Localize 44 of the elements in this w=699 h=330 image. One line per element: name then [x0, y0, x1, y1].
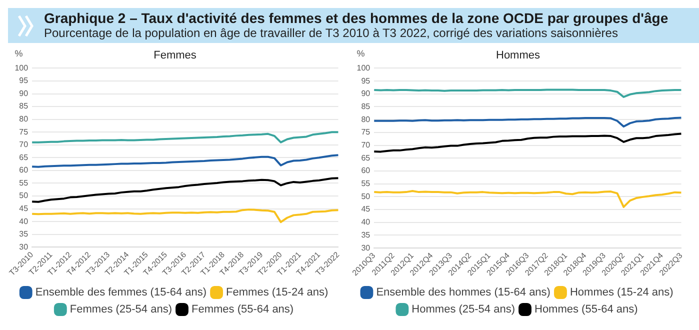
y-tick-label: 35 [19, 230, 29, 239]
y-tick-label: 55 [19, 178, 29, 188]
y-tick-label: 75 [361, 128, 371, 137]
y-tick-label: 95 [19, 76, 29, 86]
y-tick-label: 90 [361, 89, 371, 98]
y-tick-label: 70 [361, 140, 371, 150]
y-tick-label: 85 [361, 102, 371, 111]
y-tick-label: 90 [19, 88, 29, 98]
y-tick-label: 55 [361, 179, 371, 188]
y-axis-title: % [14, 48, 23, 59]
legend-label: Hommes (25-54 ans) [412, 304, 516, 316]
y-tick-label: 65 [19, 152, 29, 162]
legend-label: Ensemble des hommes (15-64 ans) [376, 286, 550, 299]
y-tick-label: 35 [361, 230, 371, 240]
legend-label: Ensemble des femmes (15-64 ans) [35, 286, 207, 299]
y-tick-label: 75 [19, 127, 29, 136]
y-tick-label: 60 [361, 166, 371, 176]
text: Pourcentage de la population en âge de travailler de T3 2010 à T3 2022, corrigé des variations saisonnières [44, 26, 619, 40]
y-tick-label: 80 [19, 114, 29, 124]
y-tick-label: 95 [361, 76, 371, 86]
y-tick-label: 50 [19, 191, 29, 200]
chart-title: Hommes [496, 50, 540, 62]
y-tick-label: 40 [19, 216, 29, 226]
legend-label: Hommes (55-64 ans) [534, 304, 638, 316]
text: Graphique 2 – Taux d'activité des femmes et des hommes de la zone OCDE par groupes d'âge [44, 10, 670, 26]
y-tick-label: 60 [19, 166, 29, 175]
legend-label: Hommes (15-24 ans) [570, 286, 674, 299]
chart-title: Femmes [154, 50, 197, 62]
y-tick-label: 30 [19, 242, 29, 252]
y-tick-label: 70 [19, 140, 29, 150]
y-tick-label: 80 [361, 114, 371, 124]
y-tick-label: 85 [19, 102, 29, 111]
y-tick-label: 30 [361, 243, 371, 252]
y-axis-title: % [356, 48, 365, 59]
y-tick-label: 100 [14, 63, 29, 72]
legend-label: Femmes (25-54 ans) [70, 304, 172, 316]
y-tick-label: 65 [361, 153, 371, 162]
y-tick-label: 100 [356, 63, 371, 72]
legend-label: Femmes (55-64 ans) [192, 304, 294, 316]
y-tick-label: 45 [19, 204, 29, 213]
y-tick-label: 45 [361, 204, 371, 214]
y-tick-label: 40 [361, 218, 371, 227]
y-tick-label: 50 [361, 192, 371, 201]
legend-label: Femmes (15-24 ans) [226, 286, 328, 299]
